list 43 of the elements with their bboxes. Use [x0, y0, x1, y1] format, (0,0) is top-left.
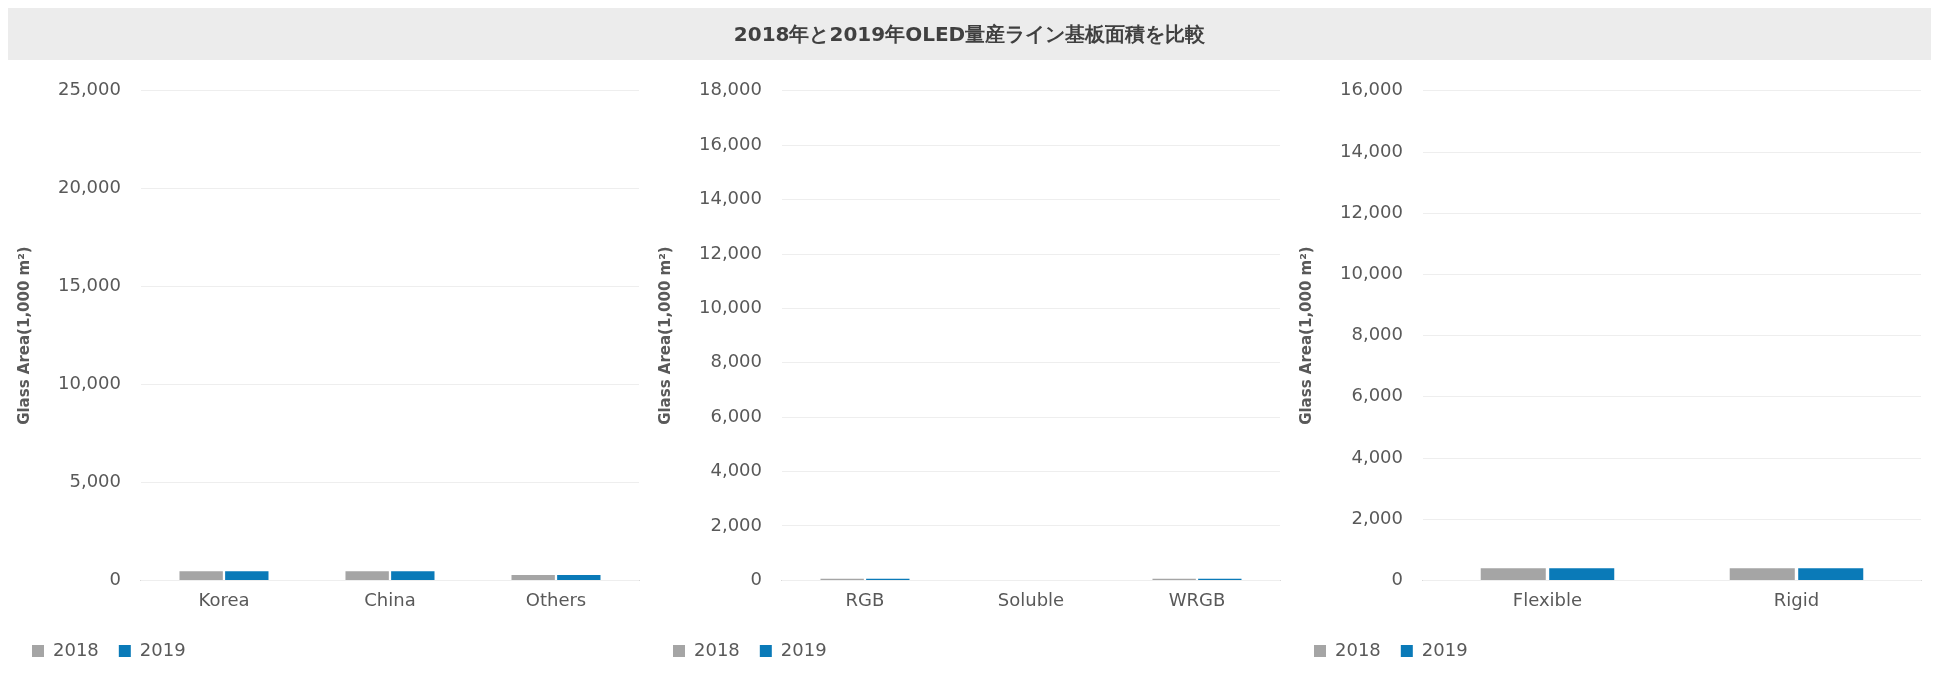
y-axis-title: Glass Area(1,000 m²) — [14, 246, 33, 425]
y-tick-label: 0 — [109, 568, 121, 590]
chart-title: 2018年と2019年OLED量産ライン基板面積を比較 — [649, 8, 1290, 60]
y-tick-label: 8,000 — [1351, 323, 1403, 345]
y-tick-label: 14,000 — [699, 187, 762, 209]
y-tick-label: 20,000 — [58, 176, 121, 198]
y-axis-title: Glass Area(1,000 m²) — [1296, 246, 1315, 425]
y-tick-label: 2,000 — [1351, 506, 1403, 528]
y-tick-label: 25,000 — [58, 78, 121, 100]
legend-label: 2019 — [1421, 638, 1468, 660]
y-tick-label: 8,000 — [710, 350, 762, 372]
x-tick-label: WRGB — [1168, 588, 1226, 610]
x-tick-label: Flexible — [1512, 588, 1583, 610]
legend-label: 2019 — [780, 638, 827, 660]
y-tick-label: 4,000 — [710, 459, 762, 481]
y-tick-label: 6,000 — [1351, 384, 1403, 406]
y-tick-label: 10,000 — [58, 372, 121, 394]
y-tick-label: 18,000 — [699, 78, 762, 100]
y-tick-label: 15,000 — [58, 274, 121, 296]
x-tick-label: Rigid — [1773, 588, 1820, 610]
y-tick-label: 4,000 — [1351, 445, 1403, 467]
y-tick-label: 16,000 — [1340, 78, 1403, 100]
y-tick-label: 16,000 — [699, 132, 762, 154]
y-tick-label: 10,000 — [1340, 262, 1403, 284]
y-axis-title: Glass Area(1,000 m²) — [655, 246, 674, 425]
legend-label: 2018 — [1335, 638, 1381, 660]
y-tick-label: 5,000 — [69, 470, 121, 492]
legend-label: 2019 — [139, 638, 186, 660]
x-tick-label: Others — [525, 588, 587, 610]
legend-label: 2018 — [694, 638, 740, 660]
x-tick-label: China — [364, 588, 416, 610]
y-tick-label: 14,000 — [1340, 139, 1403, 161]
x-tick-label: Soluble — [997, 588, 1065, 610]
y-tick-label: 10,000 — [699, 296, 762, 318]
y-tick-label: 0 — [750, 568, 762, 590]
legend-label: 2018 — [53, 638, 99, 660]
y-tick-label: 0 — [1391, 568, 1403, 590]
y-tick-label: 12,000 — [1340, 200, 1403, 222]
y-tick-label: 6,000 — [710, 404, 762, 426]
y-tick-label: 12,000 — [699, 241, 762, 263]
y-tick-label: 2,000 — [710, 513, 762, 535]
x-tick-label: RGB — [845, 588, 885, 610]
x-tick-label: Korea — [198, 588, 250, 610]
